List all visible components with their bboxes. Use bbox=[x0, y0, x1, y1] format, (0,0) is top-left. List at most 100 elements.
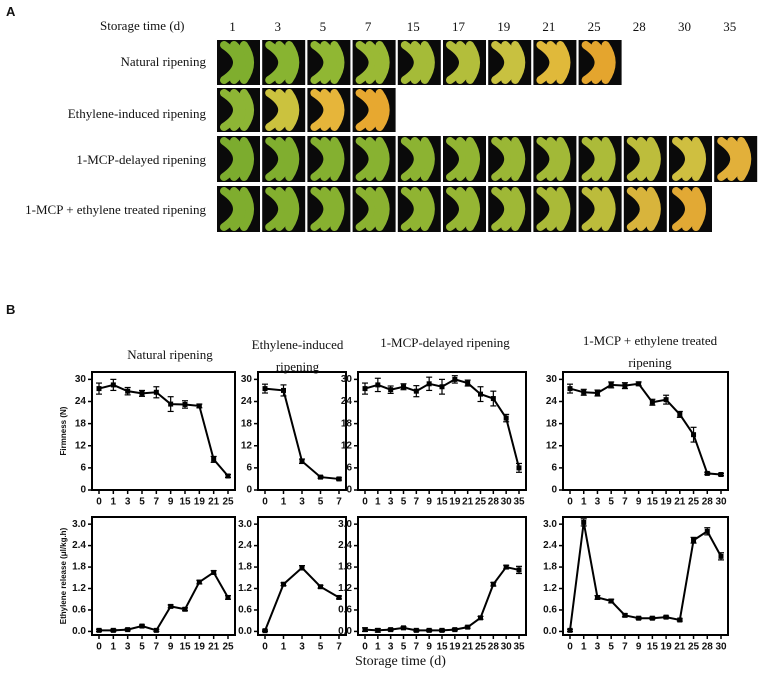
banana bbox=[230, 137, 248, 181]
banana bbox=[501, 41, 519, 84]
y-tick-label: 1.8 bbox=[72, 562, 86, 573]
x-tick-label: 7 bbox=[622, 497, 628, 508]
marker bbox=[336, 594, 342, 600]
banana bbox=[672, 137, 693, 181]
series-line bbox=[569, 382, 722, 476]
banana bbox=[446, 187, 467, 231]
row-label: Natural ripening bbox=[120, 54, 206, 69]
x-tick-label: 21 bbox=[462, 642, 474, 653]
banana bbox=[275, 41, 293, 84]
header-label: Storage time (d) bbox=[100, 18, 185, 33]
y-tick-label: 12 bbox=[75, 440, 87, 451]
marker bbox=[439, 384, 445, 390]
marker bbox=[362, 627, 368, 633]
y-tick-label: 1.2 bbox=[543, 583, 557, 594]
banana bbox=[265, 41, 287, 84]
banana bbox=[601, 187, 616, 231]
x-tick-label: 3 bbox=[125, 497, 131, 508]
x-tick-label: 1 bbox=[581, 497, 587, 508]
y-tick-label: 18 bbox=[241, 418, 253, 429]
marker bbox=[262, 628, 268, 634]
banana bbox=[501, 137, 519, 181]
x-tick-label: 28 bbox=[702, 642, 714, 653]
banana bbox=[446, 41, 467, 84]
banana bbox=[275, 137, 293, 181]
banana bbox=[511, 137, 526, 181]
banana bbox=[456, 187, 474, 231]
marker bbox=[567, 386, 573, 392]
marker bbox=[704, 470, 710, 476]
banana bbox=[601, 137, 616, 181]
y-tick-label: 0.6 bbox=[72, 605, 86, 616]
marker bbox=[594, 594, 600, 600]
banana bbox=[265, 187, 287, 231]
banana bbox=[581, 137, 603, 181]
marker bbox=[318, 584, 323, 590]
y-tick-label: 24 bbox=[241, 396, 253, 407]
banana bbox=[265, 137, 287, 181]
y-axis-label: Ethylene release (μl/kg.h) bbox=[59, 527, 68, 624]
x-tick-label: 21 bbox=[462, 497, 474, 508]
x-tick-label: 21 bbox=[674, 497, 686, 508]
marker bbox=[318, 474, 323, 480]
x-tick-label: 19 bbox=[449, 497, 461, 508]
x-tick-label: 0 bbox=[567, 642, 573, 653]
x-tick-label: 28 bbox=[488, 642, 500, 653]
y-tick-label: 2.4 bbox=[543, 540, 557, 551]
series-line bbox=[98, 383, 229, 477]
marker bbox=[262, 386, 268, 392]
banana bbox=[491, 41, 513, 84]
banana bbox=[456, 137, 474, 181]
x-tick-label: 3 bbox=[388, 497, 394, 508]
x-tick-label: 9 bbox=[168, 642, 174, 653]
y-tick-label: 3.0 bbox=[238, 519, 252, 530]
banana bbox=[330, 89, 345, 131]
marker bbox=[636, 381, 642, 387]
banana bbox=[355, 137, 377, 181]
series-line bbox=[264, 387, 340, 480]
marker bbox=[196, 403, 202, 409]
banana bbox=[220, 89, 241, 131]
x-tick-label: 35 bbox=[513, 642, 525, 653]
marker bbox=[465, 624, 471, 630]
marker bbox=[281, 581, 286, 587]
x-tick-label: 0 bbox=[262, 642, 268, 653]
banana bbox=[546, 41, 564, 84]
y-tick-label: 0 bbox=[246, 485, 252, 496]
banana bbox=[375, 89, 390, 131]
marker bbox=[139, 623, 145, 629]
y-tick-label: 30 bbox=[75, 374, 87, 385]
banana bbox=[737, 137, 752, 181]
x-tick-label: 7 bbox=[336, 642, 342, 653]
x-tick-label: 25 bbox=[688, 642, 700, 653]
banana bbox=[285, 137, 300, 181]
banana bbox=[682, 137, 700, 181]
marker bbox=[153, 627, 159, 633]
marker bbox=[401, 625, 406, 631]
y-tick-label: 6 bbox=[80, 463, 86, 474]
y-tick-label: 18 bbox=[341, 418, 353, 429]
x-tick-label: 0 bbox=[362, 497, 368, 508]
banana bbox=[375, 41, 390, 84]
marker bbox=[362, 386, 368, 392]
y-tick-label: 30 bbox=[546, 374, 558, 385]
banana bbox=[556, 41, 571, 84]
series-line bbox=[364, 565, 520, 632]
day-label: 25 bbox=[588, 19, 601, 34]
marker bbox=[401, 384, 406, 390]
marker bbox=[608, 382, 614, 388]
marker bbox=[211, 456, 217, 462]
marker bbox=[581, 389, 587, 395]
marker bbox=[677, 411, 683, 417]
banana bbox=[636, 137, 655, 181]
x-tick-label: 25 bbox=[475, 642, 487, 653]
banana bbox=[511, 187, 526, 231]
marker bbox=[225, 473, 231, 479]
y-tick-label: 3.0 bbox=[543, 519, 557, 530]
day-label: 35 bbox=[723, 19, 736, 34]
x-tick-label: 3 bbox=[299, 642, 305, 653]
marker bbox=[388, 387, 394, 393]
marker bbox=[426, 381, 432, 387]
x-tick-label: 25 bbox=[222, 497, 234, 508]
x-tick-label: 9 bbox=[426, 642, 432, 653]
